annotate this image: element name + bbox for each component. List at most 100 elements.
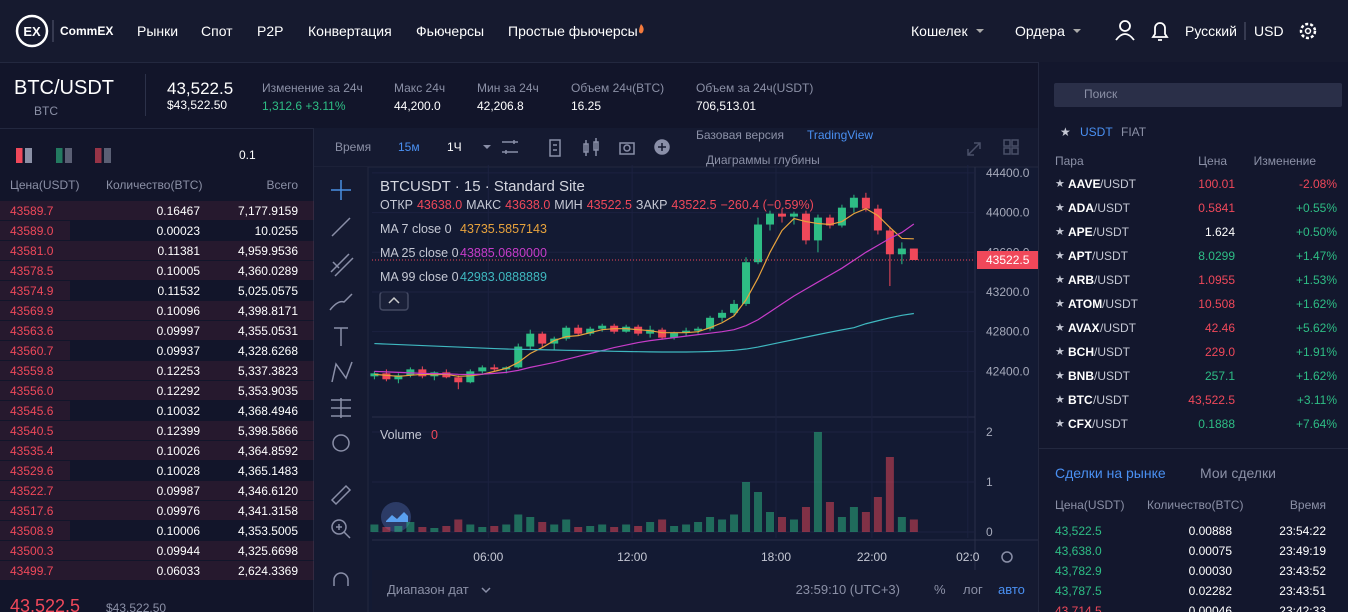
- ask-price[interactable]: 43540.5: [10, 423, 54, 438]
- emoji-tool[interactable]: [332, 434, 350, 452]
- interval[interactable]: 15м: [398, 139, 420, 154]
- ask-price[interactable]: 43556.0: [10, 383, 54, 398]
- favorite-star[interactable]: ★: [1055, 178, 1065, 190]
- favorite-star[interactable]: ★: [1055, 274, 1065, 286]
- y-tick-label: 42400.0: [986, 364, 1030, 378]
- layout-icon[interactable]: [1003, 139, 1019, 155]
- favorite-star[interactable]: ★: [1055, 394, 1065, 406]
- ask-price[interactable]: 43574.9: [10, 283, 54, 298]
- template-icon[interactable]: [549, 139, 561, 157]
- nav-item[interactable]: Рынки: [137, 23, 179, 39]
- magnet-tool[interactable]: [333, 572, 349, 586]
- pair-base[interactable]: CFX: [1068, 416, 1092, 431]
- bell-icon[interactable]: [1151, 22, 1169, 41]
- date-range[interactable]: Диапазон дат: [387, 582, 469, 597]
- market-tab[interactable]: FIAT: [1121, 124, 1147, 139]
- favorite-star[interactable]: ★: [1055, 418, 1065, 430]
- tv-logo[interactable]: [381, 502, 411, 532]
- ask-price[interactable]: 43500.3: [10, 543, 54, 558]
- favorite-star[interactable]: ★: [1055, 370, 1065, 382]
- settings-icon[interactable]: [1299, 22, 1317, 40]
- ask-price[interactable]: 43563.6: [10, 323, 54, 338]
- pair-base[interactable]: BTC: [1068, 392, 1093, 407]
- interval[interactable]: 1Ч: [447, 139, 462, 154]
- toolbar-time[interactable]: Время: [335, 139, 372, 154]
- trade-time: 23:49:19: [1279, 543, 1326, 558]
- ask-price[interactable]: 43535.4: [10, 443, 54, 458]
- pair-base[interactable]: AAVE: [1068, 176, 1101, 191]
- nav-item[interactable]: P2P: [257, 23, 284, 39]
- trades-tab[interactable]: Мои сделки: [1200, 465, 1276, 481]
- fullscreen-icon[interactable]: [967, 142, 981, 156]
- favorite-star[interactable]: ★: [1055, 250, 1065, 262]
- market-tab[interactable]: USDT: [1080, 124, 1113, 139]
- pair-base[interactable]: BNB: [1068, 368, 1094, 383]
- favorite-star[interactable]: ★: [1055, 202, 1065, 214]
- favorite-star[interactable]: ★: [1055, 346, 1065, 358]
- ask-price[interactable]: 43529.6: [10, 463, 54, 478]
- language-select[interactable]: Русский: [1185, 23, 1237, 39]
- candle-type-icon[interactable]: [583, 138, 599, 156]
- ask-price[interactable]: 43560.7: [10, 343, 54, 358]
- line-tool[interactable]: [331, 217, 351, 237]
- caret[interactable]: [481, 587, 491, 594]
- pair-base[interactable]: BCH: [1068, 344, 1094, 359]
- pair-base[interactable]: ATOM: [1068, 296, 1103, 311]
- ask-price[interactable]: 43508.9: [10, 523, 54, 538]
- view-tab[interactable]: Базовая версия: [696, 127, 784, 142]
- ask-price[interactable]: 43545.6: [10, 403, 54, 418]
- book-view-toggle[interactable]: [16, 148, 32, 163]
- ask-price[interactable]: 43522.7: [10, 483, 54, 498]
- search-box[interactable]: [1054, 83, 1342, 107]
- text-tool[interactable]: [334, 327, 348, 346]
- nav-item[interactable]: Конвертация: [308, 23, 392, 39]
- pair-base[interactable]: APT: [1068, 248, 1092, 263]
- camera-icon[interactable]: [619, 142, 635, 155]
- favorites-tab[interactable]: ★: [1060, 125, 1071, 139]
- brush-tool[interactable]: [329, 293, 353, 311]
- favorite-star[interactable]: ★: [1055, 226, 1065, 238]
- user-icon[interactable]: [1115, 33, 1135, 41]
- indicator-icon[interactable]: [502, 140, 518, 154]
- auto-toggle[interactable]: авто: [998, 582, 1025, 597]
- ask-price[interactable]: 43517.6: [10, 503, 54, 518]
- view-tab[interactable]: Диаграммы глубины: [706, 152, 820, 167]
- favorite-star[interactable]: ★: [1055, 298, 1065, 310]
- percent-toggle[interactable]: %: [934, 582, 946, 597]
- nav-item[interactable]: Простые фьючерсы: [508, 23, 638, 39]
- user-icon[interactable]: [1119, 20, 1131, 32]
- log-toggle[interactable]: лог: [963, 582, 983, 597]
- ask-price[interactable]: 43559.8: [10, 363, 54, 378]
- pair-base[interactable]: AVAX: [1068, 320, 1100, 335]
- ask-price[interactable]: 43589.0: [10, 223, 54, 238]
- ask-price[interactable]: 43578.5: [10, 263, 54, 278]
- collapse-button[interactable]: [379, 291, 409, 311]
- nav-item[interactable]: Фьючерсы: [416, 23, 485, 39]
- pair-base[interactable]: APE: [1068, 224, 1093, 239]
- pair-base[interactable]: ADA: [1068, 200, 1094, 215]
- ask-price[interactable]: 43581.0: [10, 243, 54, 258]
- pair-base[interactable]: ARB: [1068, 272, 1094, 287]
- pattern-tool[interactable]: [331, 361, 353, 383]
- ask-price[interactable]: 43569.9: [10, 303, 54, 318]
- nav-item[interactable]: Спот: [201, 23, 233, 39]
- zoom-tool[interactable]: [331, 519, 347, 535]
- pair-change: +0.50%: [1295, 224, 1337, 239]
- measure-tool[interactable]: [331, 398, 351, 418]
- ruler-tool[interactable]: [330, 484, 352, 506]
- crosshair-tool[interactable]: [331, 180, 351, 200]
- book-view-toggle[interactable]: [95, 148, 111, 163]
- wallet-menu[interactable]: Кошелек: [911, 23, 968, 39]
- orders-menu[interactable]: Ордера: [1015, 23, 1065, 39]
- favorite-star[interactable]: ★: [1055, 322, 1065, 334]
- caret[interactable]: [483, 145, 491, 149]
- precision-select[interactable]: 0.1: [239, 147, 256, 162]
- view-tab[interactable]: TradingView: [807, 127, 874, 142]
- currency-select[interactable]: USD: [1254, 23, 1284, 39]
- ask-price[interactable]: 43499.7: [10, 563, 54, 578]
- trades-tab[interactable]: Сделки на рынке: [1055, 465, 1166, 481]
- channel-tool[interactable]: [330, 253, 354, 277]
- ask-price[interactable]: 43589.7: [10, 203, 54, 218]
- settings-icon[interactable]: [1001, 551, 1013, 563]
- book-view-toggle[interactable]: [56, 148, 72, 163]
